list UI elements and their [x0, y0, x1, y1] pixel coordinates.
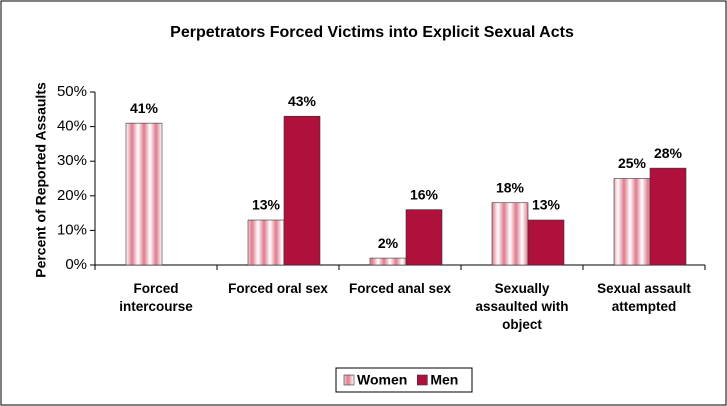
data-label: 41%: [130, 100, 159, 116]
bar: [613, 178, 651, 266]
legend-swatch: [417, 374, 428, 386]
y-tick-label: 10%: [57, 221, 87, 238]
x-tick-label: Sexual assault attempted: [597, 281, 691, 314]
data-label: 25%: [618, 155, 647, 171]
bar: [247, 219, 285, 266]
legend-label: Women: [357, 372, 407, 388]
y-tick-label: 30%: [57, 152, 87, 169]
y-tick-label: 50%: [57, 83, 87, 100]
legend-swatch: [343, 374, 355, 386]
legend-label: Men: [430, 372, 458, 388]
bar: [125, 122, 163, 266]
bar: [649, 167, 687, 266]
data-label: 13%: [252, 197, 281, 213]
x-tick-label: Forced intercourse: [119, 281, 193, 314]
x-tick-label: Forced oral sex: [228, 281, 328, 296]
y-axis-label: Percent of Reported Assaults: [33, 82, 49, 278]
bar: [491, 202, 529, 266]
x-tick-label: Sexually assaulted with object: [475, 281, 569, 332]
data-label: 43%: [288, 93, 317, 109]
bar: [527, 219, 565, 266]
legend-box: [335, 367, 473, 393]
y-tick-label: 40%: [57, 118, 87, 135]
chart-title: Perpetrators Forced Victims into Explici…: [170, 24, 574, 41]
data-label: 28%: [654, 145, 683, 161]
bar: [405, 209, 443, 266]
bar: [283, 115, 321, 266]
data-label: 18%: [496, 179, 525, 195]
y-tick-label: 0%: [65, 256, 87, 273]
data-label: 13%: [532, 197, 561, 213]
data-label: 16%: [410, 186, 439, 202]
data-label: 2%: [378, 235, 399, 251]
x-tick-label: Forced anal sex: [348, 281, 452, 296]
bar: [369, 257, 407, 266]
y-tick-label: 20%: [57, 187, 87, 204]
